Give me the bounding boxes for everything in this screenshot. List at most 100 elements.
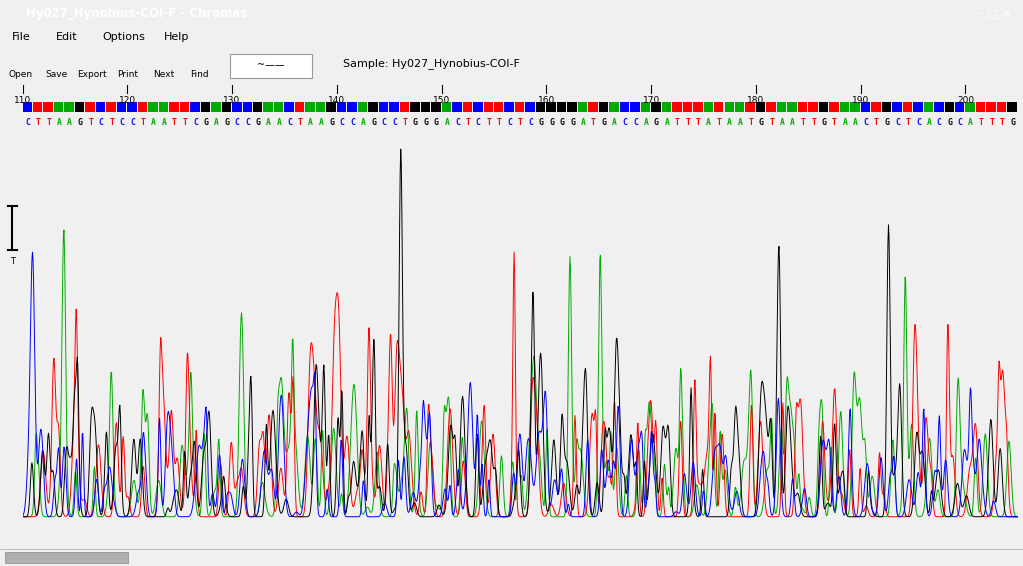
Text: 150: 150 <box>433 96 450 105</box>
Bar <box>201 102 210 113</box>
Text: C: C <box>235 118 239 127</box>
Text: C: C <box>392 118 397 127</box>
Text: C: C <box>895 118 900 127</box>
Text: T: T <box>88 118 93 127</box>
Bar <box>54 102 63 113</box>
Bar <box>568 102 577 113</box>
Text: A: A <box>581 118 585 127</box>
Text: Hy027_Hynobius-COI-F - Chromas: Hy027_Hynobius-COI-F - Chromas <box>26 7 247 20</box>
Text: C: C <box>382 118 387 127</box>
Bar <box>420 102 430 113</box>
Text: A: A <box>162 118 167 127</box>
Bar <box>75 102 84 113</box>
Bar <box>735 102 745 113</box>
Bar <box>504 102 514 113</box>
Bar <box>337 102 347 113</box>
Text: Find: Find <box>190 70 209 79</box>
Text: T: T <box>769 118 774 127</box>
Text: T: T <box>832 118 837 127</box>
Text: T: T <box>140 118 145 127</box>
Bar <box>43 102 53 113</box>
Bar <box>5 551 128 564</box>
Bar <box>776 102 787 113</box>
Bar <box>284 102 294 113</box>
Text: C: C <box>633 118 638 127</box>
Bar <box>818 102 829 113</box>
Bar <box>117 102 126 113</box>
Bar <box>326 102 336 113</box>
Bar <box>682 102 692 113</box>
Bar <box>620 102 629 113</box>
Text: T: T <box>979 118 984 127</box>
Text: A: A <box>68 118 72 127</box>
Bar <box>358 102 367 113</box>
Bar <box>798 102 807 113</box>
Bar <box>253 102 263 113</box>
Text: A: A <box>308 118 313 127</box>
Text: 140: 140 <box>328 96 346 105</box>
Bar <box>127 102 137 113</box>
Text: T: T <box>402 118 407 127</box>
Text: G: G <box>413 118 417 127</box>
Text: G: G <box>329 118 335 127</box>
Text: Next: Next <box>153 70 174 79</box>
Text: T: T <box>801 118 805 127</box>
Bar <box>106 102 116 113</box>
Bar <box>316 102 325 113</box>
Text: C: C <box>340 118 345 127</box>
Text: Options: Options <box>102 32 145 42</box>
Text: T: T <box>465 118 471 127</box>
Bar <box>704 102 713 113</box>
Text: G: G <box>759 118 763 127</box>
Text: –: – <box>974 8 980 19</box>
Bar <box>557 102 567 113</box>
Text: G: G <box>424 118 429 127</box>
Bar <box>452 102 461 113</box>
Text: ~——: ~—— <box>257 59 285 69</box>
Bar <box>138 102 147 113</box>
Bar <box>756 102 765 113</box>
Text: A: A <box>706 118 711 127</box>
Text: G: G <box>570 118 575 127</box>
Text: C: C <box>863 118 869 127</box>
Bar <box>33 102 42 113</box>
Bar <box>368 102 377 113</box>
Text: A: A <box>843 118 847 127</box>
Text: T: T <box>717 118 721 127</box>
Text: T: T <box>811 118 816 127</box>
Bar <box>1008 102 1017 113</box>
Text: 130: 130 <box>223 96 240 105</box>
Text: 190: 190 <box>852 96 870 105</box>
Text: A: A <box>969 118 973 127</box>
Bar <box>830 102 839 113</box>
Text: A: A <box>360 118 365 127</box>
Text: G: G <box>1010 118 1015 127</box>
Text: A: A <box>738 118 743 127</box>
Text: C: C <box>130 118 135 127</box>
Bar <box>442 102 451 113</box>
Text: Open: Open <box>8 70 33 79</box>
Text: T: T <box>36 118 41 127</box>
Bar <box>578 102 587 113</box>
Text: C: C <box>193 118 197 127</box>
Bar <box>180 102 189 113</box>
Text: C: C <box>455 118 459 127</box>
Text: T: T <box>486 118 491 127</box>
Bar <box>264 102 273 113</box>
Bar <box>840 102 849 113</box>
Text: A: A <box>780 118 785 127</box>
Bar <box>159 102 168 113</box>
Bar <box>306 102 315 113</box>
Text: G: G <box>539 118 543 127</box>
Text: C: C <box>623 118 627 127</box>
Bar <box>588 102 597 113</box>
Bar <box>902 102 913 113</box>
Text: T: T <box>685 118 691 127</box>
Bar <box>274 102 283 113</box>
Text: A: A <box>444 118 449 127</box>
Bar <box>598 102 609 113</box>
Text: G: G <box>654 118 659 127</box>
Text: T: T <box>905 118 910 127</box>
Text: Sample: Hy027_Hynobius-COI-F: Sample: Hy027_Hynobius-COI-F <box>343 58 520 70</box>
Bar <box>955 102 965 113</box>
